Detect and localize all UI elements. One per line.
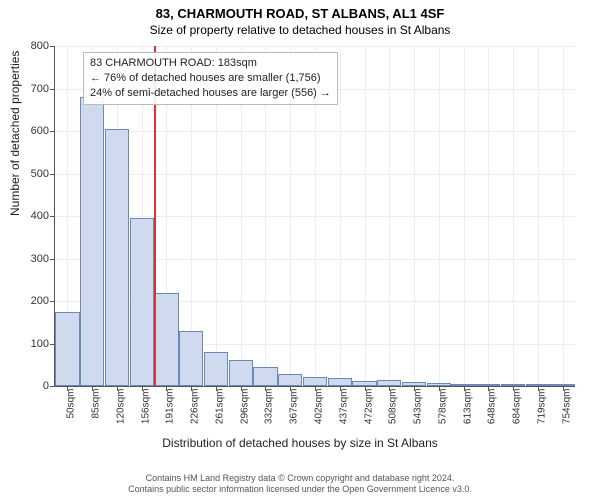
histogram-bar	[229, 360, 253, 386]
histogram-bar	[130, 218, 154, 386]
grid-line-v	[340, 46, 341, 386]
grid-line-v	[439, 46, 440, 386]
x-tick-label: 296sqm	[239, 389, 250, 425]
x-tick-label: 85sqm	[91, 389, 102, 419]
histogram-bar	[179, 331, 203, 386]
x-tick-label: 261sqm	[214, 389, 225, 425]
x-tick-label: 332sqm	[264, 389, 275, 425]
x-tick-label: 437sqm	[338, 389, 349, 425]
x-tick-label: 472sqm	[363, 389, 374, 425]
y-tick-label: 600	[15, 125, 49, 137]
annotation-line1: 83 CHARMOUTH ROAD: 183sqm	[90, 56, 331, 71]
x-axis-line	[55, 386, 575, 387]
y-axis-line	[54, 46, 55, 386]
x-tick-label: 367sqm	[289, 389, 300, 425]
histogram-bar	[154, 293, 178, 386]
y-tick-label: 200	[15, 295, 49, 307]
x-tick-label: 508sqm	[388, 389, 399, 425]
x-tick-label: 226sqm	[190, 389, 201, 425]
grid-line-v	[414, 46, 415, 386]
grid-line-v	[563, 46, 564, 386]
x-axis-label: Distribution of detached houses by size …	[0, 436, 600, 450]
histogram-bar	[204, 352, 228, 386]
y-tick-label: 100	[15, 338, 49, 350]
histogram-bar	[55, 312, 79, 386]
grid-line-v	[513, 46, 514, 386]
x-tick-label: 754sqm	[561, 389, 572, 425]
x-tick-label: 156sqm	[140, 389, 151, 425]
y-tick-label: 500	[15, 168, 49, 180]
footer-line1: Contains HM Land Registry data © Crown c…	[0, 473, 600, 485]
annotation-line3: 24% of semi-detached houses are larger (…	[90, 86, 331, 101]
x-tick-label: 543sqm	[413, 389, 424, 425]
x-tick-label: 402sqm	[314, 389, 325, 425]
plot-area: 010020030040050060070080050sqm85sqm120sq…	[55, 46, 575, 386]
y-tick-label: 0	[15, 380, 49, 392]
histogram-bar	[80, 97, 104, 386]
y-tick-label: 800	[15, 40, 49, 52]
annotation-box: 83 CHARMOUTH ROAD: 183sqm← 76% of detach…	[83, 52, 338, 105]
x-tick-label: 719sqm	[536, 389, 547, 425]
grid-line-v	[488, 46, 489, 386]
histogram-bar	[253, 367, 277, 386]
histogram-bar	[278, 374, 302, 386]
histogram-bar	[303, 377, 327, 386]
footer-attribution: Contains HM Land Registry data © Crown c…	[0, 473, 600, 496]
histogram-bar	[328, 378, 352, 386]
grid-line-v	[389, 46, 390, 386]
y-tick-label: 300	[15, 253, 49, 265]
x-tick-label: 191sqm	[165, 389, 176, 425]
x-tick-label: 578sqm	[437, 389, 448, 425]
grid-line-v	[538, 46, 539, 386]
y-tick-label: 700	[15, 83, 49, 95]
x-tick-label: 50sqm	[66, 389, 77, 419]
annotation-line2: ← 76% of detached houses are smaller (1,…	[90, 71, 331, 86]
grid-line-v	[464, 46, 465, 386]
chart-title-main: 83, CHARMOUTH ROAD, ST ALBANS, AL1 4SF	[0, 0, 600, 21]
histogram-bar	[105, 129, 129, 386]
chart-container: 83, CHARMOUTH ROAD, ST ALBANS, AL1 4SF S…	[0, 0, 600, 500]
x-tick-label: 120sqm	[115, 389, 126, 425]
x-tick-label: 648sqm	[487, 389, 498, 425]
x-tick-label: 684sqm	[512, 389, 523, 425]
footer-line2: Contains public sector information licen…	[0, 484, 600, 496]
chart-title-sub: Size of property relative to detached ho…	[0, 21, 600, 37]
grid-line-v	[365, 46, 366, 386]
x-tick-label: 613sqm	[462, 389, 473, 425]
y-tick-label: 400	[15, 210, 49, 222]
